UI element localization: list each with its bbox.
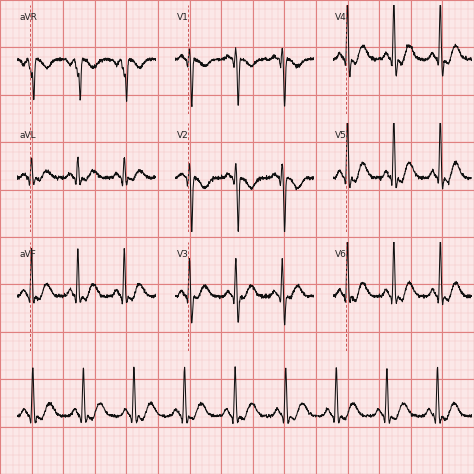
Text: aVF: aVF: [19, 250, 36, 259]
Text: V6: V6: [336, 250, 347, 259]
Text: aVL: aVL: [19, 131, 36, 140]
Text: aVR: aVR: [19, 13, 37, 22]
Text: V4: V4: [336, 13, 347, 22]
Text: V2: V2: [177, 131, 189, 140]
Text: V1: V1: [177, 13, 189, 22]
Text: V3: V3: [177, 250, 189, 259]
Text: V5: V5: [336, 131, 347, 140]
